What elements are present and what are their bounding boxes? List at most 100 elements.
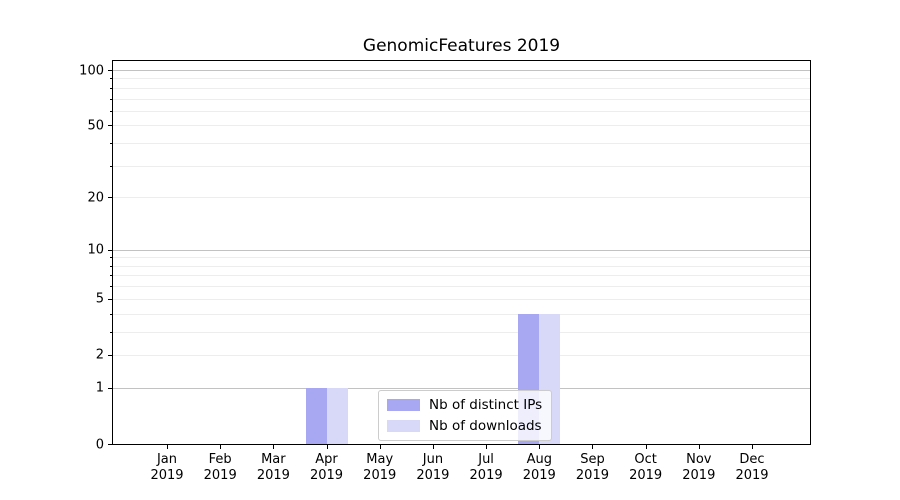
y-axis-tick (108, 444, 113, 445)
x-axis-tick-label-year: 2019 (150, 468, 184, 483)
y-gridline-minor (113, 313, 810, 315)
x-axis-tick-label: Jun 2019 (416, 452, 449, 484)
x-axis-tick (273, 444, 275, 449)
y-axis-minor-tick (110, 265, 113, 267)
x-axis-tick-label-month: May (366, 452, 394, 467)
y-axis-tick-label: 20 (87, 190, 104, 206)
y-axis-tick (108, 249, 113, 251)
x-axis-tick-label-month: Oct (634, 452, 657, 467)
y-axis-minor-tick (110, 87, 113, 89)
x-axis-tick-label: Oct 2019 (629, 452, 662, 484)
x-axis-tick-label: Feb 2019 (204, 452, 237, 484)
legend-label: Nb of distinct IPs (429, 397, 543, 413)
y-axis-tick-label: 0 (95, 437, 104, 452)
x-axis-tick (486, 444, 488, 449)
x-axis-tick-label-year: 2019 (735, 468, 769, 483)
x-axis-tick-label: Mar 2019 (257, 452, 290, 484)
y-gridline-major (113, 70, 810, 71)
y-gridline-major (113, 249, 810, 251)
y-axis-tick-label: 5 (95, 291, 104, 307)
chart-title: GenomicFeatures 2019 (362, 36, 561, 56)
x-axis-tick-label-year: 2019 (575, 468, 609, 483)
y-gridline-major (113, 387, 810, 389)
y-axis-minor-tick (110, 298, 113, 300)
x-axis-tick (220, 444, 222, 449)
bar-distinct-ips-apr-2019 (305, 387, 327, 444)
y-gridline-minor (113, 143, 810, 145)
y-axis-minor-tick (110, 275, 113, 277)
x-axis-tick (539, 444, 541, 449)
x-axis-tick-label: Jul 2019 (470, 452, 503, 484)
y-axis-minor-tick (110, 286, 113, 288)
y-axis-minor-tick (110, 313, 113, 315)
x-axis-tick-label-year: 2019 (416, 468, 450, 483)
x-axis-tick (326, 444, 328, 449)
legend-label: Nb of downloads (429, 418, 542, 434)
y-gridline-minor (113, 78, 810, 80)
y-gridline-minor (113, 125, 810, 127)
x-axis-tick-label-year: 2019 (469, 468, 503, 483)
x-axis-tick-label-month: Nov (686, 452, 712, 467)
y-gridline-minor (113, 98, 810, 100)
y-gridline-minor (113, 275, 810, 277)
y-axis-minor-tick (110, 110, 113, 112)
y-axis-minor-tick (110, 125, 113, 127)
x-axis-tick-label: Sep 2019 (576, 452, 609, 484)
y-axis-tick-label: 50 (87, 118, 104, 134)
x-axis-tick-label: May 2019 (363, 452, 396, 484)
bar-downloads-apr-2019 (326, 387, 348, 444)
x-axis-tick-label: Jan 2019 (150, 452, 183, 484)
x-axis-tick-label-year: 2019 (256, 468, 290, 483)
legend: Nb of distinct IPs Nb of downloads (378, 390, 553, 441)
x-axis-tick-label: Aug 2019 (523, 452, 556, 484)
x-axis-tick (379, 444, 381, 449)
x-axis-tick-label-month: Sep (580, 452, 605, 467)
y-axis-tick (108, 70, 113, 71)
x-axis-tick-label-year: 2019 (309, 468, 344, 483)
x-axis-tick-label-month: Jun (422, 452, 444, 467)
x-axis-tick-label-month: Feb (208, 452, 232, 467)
y-gridline-minor (113, 110, 810, 112)
plot-area (113, 61, 810, 444)
x-axis-tick (645, 444, 647, 449)
y-gridline-minor (113, 165, 810, 167)
y-axis-minor-tick (110, 165, 113, 167)
x-axis-tick-label-month: Dec (739, 452, 765, 467)
y-axis-minor-tick (110, 143, 113, 145)
y-gridline-minor (113, 286, 810, 288)
x-axis-tick (432, 444, 434, 449)
x-axis-tick-label: Dec 2019 (735, 452, 768, 484)
y-axis-minor-tick (110, 98, 113, 100)
x-axis-tick (752, 444, 753, 449)
y-axis-tick-label: 10 (87, 242, 104, 258)
y-axis-minor-tick (110, 354, 113, 356)
y-axis-tick (108, 387, 113, 389)
x-axis-tick-label-month: Mar (261, 452, 286, 467)
x-axis-tick-label-year: 2019 (629, 468, 663, 483)
x-axis-tick-label: Nov 2019 (682, 452, 715, 484)
y-axis-minor-tick (110, 257, 113, 259)
y-axis-minor-tick (110, 331, 113, 333)
y-axis-tick-label: 2 (95, 347, 104, 363)
legend-item: Nb of distinct IPs (387, 397, 542, 413)
y-gridline-minor (113, 298, 810, 300)
y-gridline-minor (113, 331, 810, 333)
y-gridline-minor (113, 265, 810, 267)
x-axis-tick-label-year: 2019 (203, 468, 237, 483)
legend-swatch-distinct-ips (387, 399, 420, 411)
y-axis-minor-tick (110, 197, 113, 199)
y-gridline-minor (113, 354, 810, 356)
y-gridline-minor (113, 257, 810, 259)
y-axis-minor-tick (110, 78, 113, 80)
y-gridline-minor (113, 87, 810, 89)
y-gridline-minor (113, 197, 810, 199)
x-axis-tick-label-year: 2019 (363, 468, 397, 483)
x-axis-tick (592, 444, 594, 449)
y-axis-tick-label: 100 (79, 63, 104, 78)
legend-item: Nb of downloads (387, 418, 542, 434)
x-axis-tick (167, 444, 168, 449)
x-axis-tick-label-year: 2019 (682, 468, 716, 483)
x-axis-tick-label: Apr 2019 (310, 452, 343, 484)
x-axis-tick-label-month: Jul (478, 452, 494, 467)
